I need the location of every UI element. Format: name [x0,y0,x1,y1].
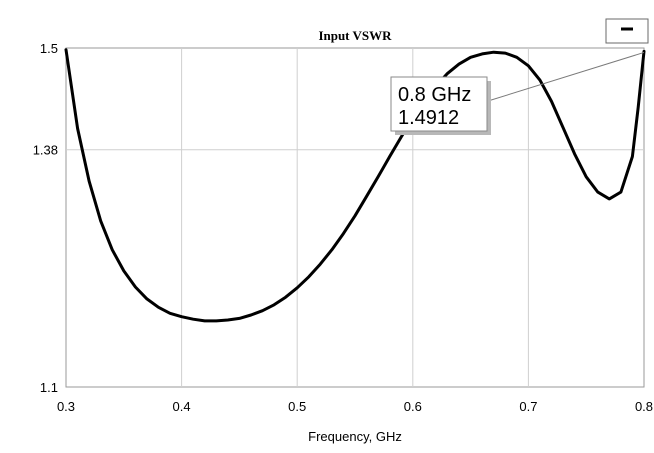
y-tick-labels: 1.1 1.38 1.5 [33,41,58,395]
legend-box [605,18,649,44]
legend [605,18,649,44]
series-line-1 [64,48,646,323]
x-tick-label: 0.5 [288,399,306,414]
x-axis-title: Frequency, GHz [308,429,402,444]
y-tick-label: 1.1 [40,380,58,395]
x-tick-label: 0.3 [57,399,75,414]
callout-leader-line [487,51,645,102]
chart-title: Input VSWR [318,28,392,43]
x-tick-label: 0.7 [519,399,537,414]
x-tick-label: 0.8 [635,399,653,414]
callout-x-value: 0.8 GHz [398,84,471,106]
x-tick-label: 0.6 [404,399,422,414]
data-marker-callout: 0.8 GHz 1.4912 [390,51,645,135]
x-tick-labels: 0.3 0.4 0.5 0.6 0.7 0.8 [57,399,653,414]
callout-y-value: 1.4912 [398,107,459,129]
callout-box [390,76,488,132]
series-group [64,48,646,323]
x-tick-label: 0.4 [173,399,191,414]
y-tick-label: 1.5 [40,41,58,56]
y-tick-label: 1.38 [33,143,58,158]
